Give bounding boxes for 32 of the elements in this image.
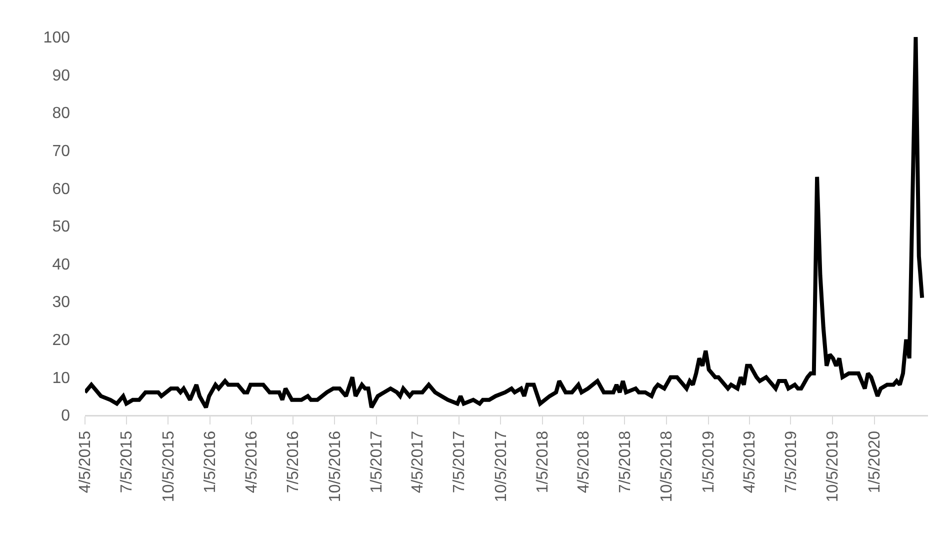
- x-tick-label: 7/5/2017: [450, 430, 468, 494]
- line-series: [85, 37, 924, 410]
- y-tick-label: 20: [52, 332, 70, 349]
- y-tick-label: 50: [52, 218, 70, 236]
- y-tick-label: 60: [52, 180, 70, 198]
- y-tick-label: 10: [52, 370, 70, 387]
- y-tick-label: 0: [61, 408, 70, 425]
- x-tick-label: 4/5/2015: [77, 430, 94, 494]
- y-tick-label: 90: [52, 67, 70, 84]
- x-tick-label: 7/5/2016: [284, 430, 302, 494]
- x-tick-label: 7/5/2015: [118, 430, 136, 494]
- y-tick-label: 70: [52, 143, 70, 160]
- x-tick-label: 4/5/2019: [742, 430, 759, 494]
- y-tick-label: 100: [43, 30, 70, 47]
- x-tick-label: 1/5/2020: [866, 430, 884, 494]
- x-tick-label: 10/5/2018: [658, 430, 676, 502]
- x-tick-label: 4/5/2018: [576, 430, 593, 494]
- x-tick-label: 10/5/2015: [160, 430, 178, 502]
- x-tick-label: 10/5/2017: [492, 430, 510, 502]
- x-tick-label: 10/5/2019: [824, 430, 842, 502]
- y-tick-label: 40: [52, 256, 70, 274]
- x-tick-label: 1/5/2017: [368, 430, 386, 494]
- x-tick-label: 7/5/2018: [616, 430, 634, 494]
- x-tick-label: 4/5/2016: [244, 430, 261, 494]
- y-tick-label: 80: [52, 105, 70, 122]
- x-tick-label: 7/5/2019: [782, 430, 800, 494]
- x-tick-label: 1/5/2018: [534, 430, 552, 494]
- x-tick-label: 4/5/2017: [410, 430, 427, 494]
- x-tick-label: 1/5/2019: [700, 430, 718, 494]
- x-tick-label: 1/5/2016: [202, 430, 220, 494]
- x-tick-label: 10/5/2016: [326, 430, 344, 502]
- y-tick-label: 30: [52, 294, 70, 312]
